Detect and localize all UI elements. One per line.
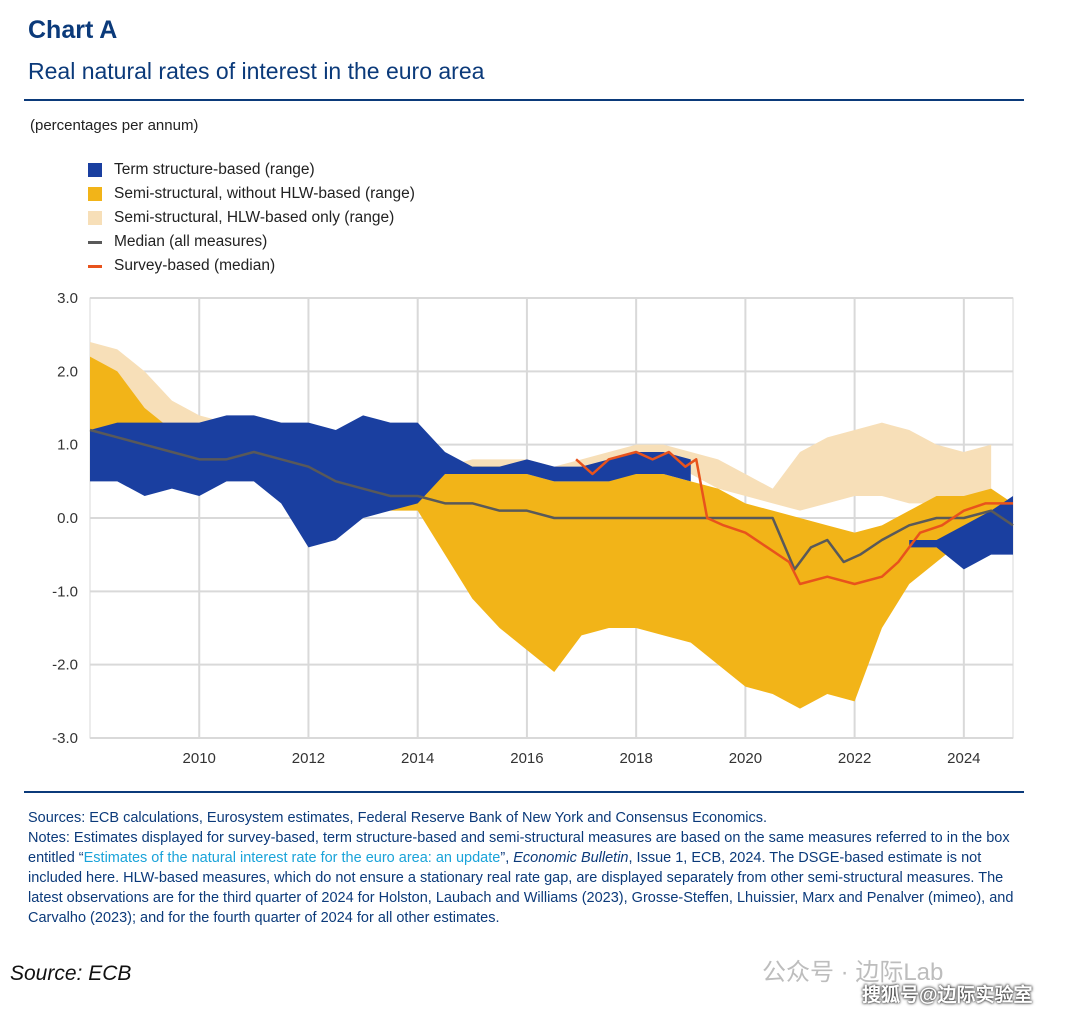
x-tick-label: 2020 — [729, 750, 762, 767]
watermark-wechat: 公众号 · 边际Lab — [762, 959, 944, 986]
units-label: (percentages per annum) — [30, 117, 199, 134]
chart-notes: Sources: ECB calculations, Eurosystem es… — [28, 808, 1018, 928]
watermark-sohu: 搜狐号@边际实验室 — [862, 985, 1033, 1006]
notes-part-2: ”, — [500, 850, 514, 866]
x-tick-label: 2022 — [838, 750, 871, 767]
legend-label: Semi-structural, HLW-based only (range) — [114, 209, 395, 226]
notes-part-1: Notes: Estimates displayed for survey-ba… — [28, 830, 1010, 866]
bottom-rule — [24, 791, 1024, 793]
line-median — [89, 428, 1014, 571]
legend-item: Term structure-based (range) — [88, 158, 415, 182]
y-tick-label: -3.0 — [52, 730, 78, 747]
x-tick-label: 2024 — [947, 750, 980, 767]
notes-text: Notes: Estimates displayed for survey-ba… — [28, 828, 1018, 928]
legend-swatch — [88, 211, 102, 225]
chart-plot: 3.0 2.0 1.0 0.0 -1.0 -2.0 -3.0 2010 2012 2014 2016… — [52, 290, 1014, 767]
chart-legend: Term structure-based (range) Semi-structu… — [88, 158, 415, 278]
y-tick-label: 0.0 — [57, 510, 78, 527]
legend-label: Term structure-based (range) — [114, 161, 315, 178]
x-tick-label: 2010 — [183, 750, 216, 767]
range-band-term — [90, 415, 691, 548]
legend-label: Semi-structural, without HLW-based (rang… — [114, 185, 415, 202]
chart-title: Chart A — [28, 16, 118, 44]
legend-label: Survey-based (median) — [114, 257, 276, 274]
legend-item: Semi-structural, HLW-based only (range) — [88, 206, 415, 230]
legend-item: Semi-structural, without HLW-based (rang… — [88, 182, 415, 206]
legend-label: Median (all measures) — [114, 233, 268, 250]
y-tick-label: 2.0 — [57, 363, 78, 380]
source-label: Source: ECB — [10, 962, 132, 985]
notes-link[interactable]: Estimates of the natural interest rate f… — [83, 850, 501, 866]
legend-item: Median (all measures) — [88, 230, 415, 254]
y-tick-label: 3.0 — [57, 290, 78, 307]
y-tick-label: 1.0 — [57, 437, 78, 454]
y-tick-label: -1.0 — [52, 583, 78, 600]
sources-text: Sources: ECB calculations, Eurosystem es… — [28, 810, 768, 826]
legend-swatch — [88, 264, 102, 268]
top-rule — [24, 99, 1024, 101]
legend-item: Survey-based (median) — [88, 254, 415, 278]
y-tick-label: -2.0 — [52, 657, 78, 674]
chart-subtitle: Real natural rates of interest in the eu… — [28, 58, 485, 84]
line-survey — [575, 450, 1013, 586]
legend-swatch — [88, 163, 102, 177]
x-tick-label: 2016 — [510, 750, 543, 767]
x-tick-label: 2014 — [401, 750, 434, 767]
x-tick-label: 2018 — [619, 750, 652, 767]
notes-italic: Economic Bulletin — [513, 850, 629, 866]
notes-part-3: , Issue 1, ECB, 2024. The DSGE-based est… — [28, 850, 1014, 926]
range-band-term — [909, 496, 1013, 570]
legend-swatch — [88, 240, 102, 244]
x-tick-label: 2012 — [292, 750, 325, 767]
legend-swatch — [88, 187, 102, 201]
range-band-semi — [90, 356, 1013, 709]
